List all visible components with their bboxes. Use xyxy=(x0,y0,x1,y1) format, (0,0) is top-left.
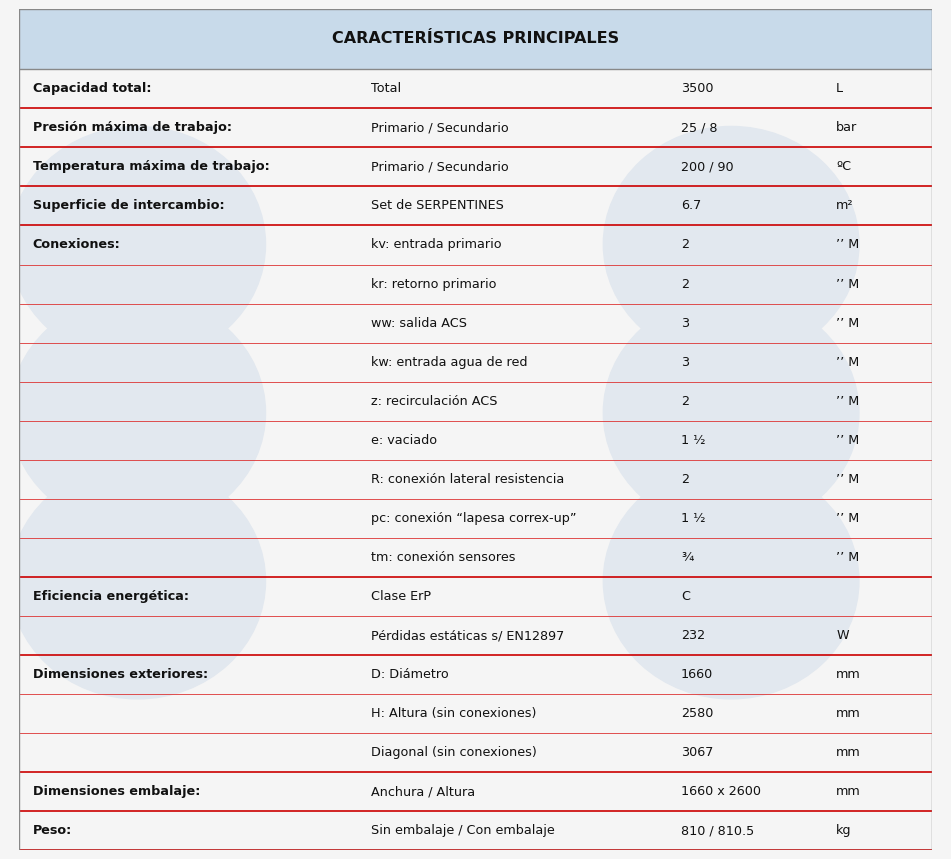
Text: Primario / Secundario: Primario / Secundario xyxy=(371,161,508,174)
Circle shape xyxy=(10,295,265,531)
Text: Diagonal (sin conexiones): Diagonal (sin conexiones) xyxy=(371,746,536,759)
Text: L: L xyxy=(836,82,844,95)
Text: ¾: ¾ xyxy=(681,551,693,564)
Text: kv: entrada primario: kv: entrada primario xyxy=(371,239,501,252)
Text: ’’ M: ’’ M xyxy=(836,395,860,408)
Text: mm: mm xyxy=(836,707,861,720)
Text: 2: 2 xyxy=(681,395,689,408)
Text: Pérdidas estáticas s/ EN12897: Pérdidas estáticas s/ EN12897 xyxy=(371,629,564,642)
Text: Capacidad total:: Capacidad total: xyxy=(32,82,151,95)
Text: Primario / Secundario: Primario / Secundario xyxy=(371,121,508,134)
Text: 810 / 810.5: 810 / 810.5 xyxy=(681,825,754,838)
Text: H: Altura (sin conexiones): H: Altura (sin conexiones) xyxy=(371,707,535,720)
Text: e: vaciado: e: vaciado xyxy=(371,434,437,447)
Text: ’’ M: ’’ M xyxy=(836,356,860,369)
Text: 6.7: 6.7 xyxy=(681,199,701,212)
Text: Temperatura máxima de trabajo:: Temperatura máxima de trabajo: xyxy=(32,161,269,174)
Bar xyxy=(19,9,932,70)
Text: 3067: 3067 xyxy=(681,746,713,759)
Text: Dimensiones exteriores:: Dimensiones exteriores: xyxy=(32,668,208,681)
Text: z: recirculación ACS: z: recirculación ACS xyxy=(371,395,497,408)
Text: pc: conexión “lapesa correx-up”: pc: conexión “lapesa correx-up” xyxy=(371,512,576,525)
Text: Total: Total xyxy=(371,82,400,95)
Text: C: C xyxy=(681,590,689,603)
Text: Set de SERPENTINES: Set de SERPENTINES xyxy=(371,199,503,212)
Circle shape xyxy=(603,295,859,531)
Text: ’’ M: ’’ M xyxy=(836,434,860,447)
Text: Anchura / Altura: Anchura / Altura xyxy=(371,785,475,798)
Text: Peso:: Peso: xyxy=(32,825,72,838)
Text: 25 / 8: 25 / 8 xyxy=(681,121,717,134)
Text: 2: 2 xyxy=(681,239,689,252)
Text: 1660: 1660 xyxy=(681,668,713,681)
Text: m²: m² xyxy=(836,199,854,212)
Text: 3: 3 xyxy=(681,356,689,369)
Text: mm: mm xyxy=(836,746,861,759)
Text: Eficiencia energética:: Eficiencia energética: xyxy=(32,590,188,603)
Text: mm: mm xyxy=(836,668,861,681)
Text: Conexiones:: Conexiones: xyxy=(32,239,121,252)
Text: ’’ M: ’’ M xyxy=(836,512,860,525)
Text: 232: 232 xyxy=(681,629,705,642)
Text: D: Diámetro: D: Diámetro xyxy=(371,668,448,681)
Text: ’’ M: ’’ M xyxy=(836,277,860,290)
Text: 200 / 90: 200 / 90 xyxy=(681,161,733,174)
Circle shape xyxy=(603,126,859,362)
Text: 3500: 3500 xyxy=(681,82,713,95)
Text: mm: mm xyxy=(836,785,861,798)
Circle shape xyxy=(603,463,859,699)
Text: tm: conexión sensores: tm: conexión sensores xyxy=(371,551,515,564)
Text: Superficie de intercambio:: Superficie de intercambio: xyxy=(32,199,224,212)
Text: ’’ M: ’’ M xyxy=(836,239,860,252)
Text: kw: entrada agua de red: kw: entrada agua de red xyxy=(371,356,527,369)
Text: ºC: ºC xyxy=(836,161,851,174)
Text: 3: 3 xyxy=(681,317,689,330)
Text: 1 ½: 1 ½ xyxy=(681,512,706,525)
Text: kg: kg xyxy=(836,825,851,838)
Text: kr: retorno primario: kr: retorno primario xyxy=(371,277,496,290)
Text: ’’ M: ’’ M xyxy=(836,317,860,330)
Text: 1660 x 2600: 1660 x 2600 xyxy=(681,785,761,798)
Text: 1 ½: 1 ½ xyxy=(681,434,706,447)
Text: ’’ M: ’’ M xyxy=(836,472,860,486)
Text: ’’ M: ’’ M xyxy=(836,551,860,564)
Text: Dimensiones embalaje:: Dimensiones embalaje: xyxy=(32,785,200,798)
Text: bar: bar xyxy=(836,121,858,134)
Text: R: conexión lateral resistencia: R: conexión lateral resistencia xyxy=(371,472,564,486)
Text: ww: salida ACS: ww: salida ACS xyxy=(371,317,467,330)
Text: Sin embalaje / Con embalaje: Sin embalaje / Con embalaje xyxy=(371,825,554,838)
Text: 2: 2 xyxy=(681,472,689,486)
Text: 2: 2 xyxy=(681,277,689,290)
Circle shape xyxy=(10,463,265,699)
Text: Clase ErP: Clase ErP xyxy=(371,590,431,603)
Text: 2580: 2580 xyxy=(681,707,713,720)
Text: W: W xyxy=(836,629,848,642)
Text: Presión máxima de trabajo:: Presión máxima de trabajo: xyxy=(32,121,232,134)
Text: CARACTERÍSTICAS PRINCIPALES: CARACTERÍSTICAS PRINCIPALES xyxy=(332,32,619,46)
Circle shape xyxy=(10,126,265,362)
